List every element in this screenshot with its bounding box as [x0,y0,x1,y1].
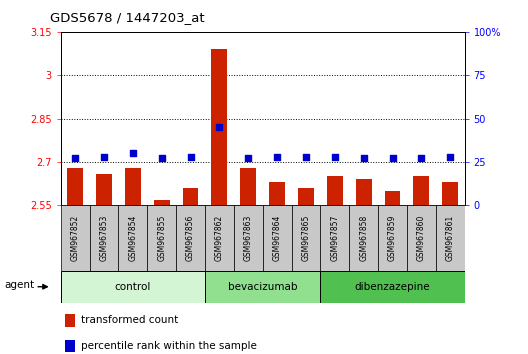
Text: GSM967854: GSM967854 [128,215,137,261]
Text: transformed count: transformed count [81,315,178,325]
Text: bevacizumab: bevacizumab [228,282,297,292]
Text: agent: agent [5,280,35,290]
Text: GSM967863: GSM967863 [244,215,253,261]
Bar [205,205,234,271]
Text: percentile rank within the sample: percentile rank within the sample [81,341,257,351]
Point [417,156,426,161]
Text: GSM967859: GSM967859 [388,215,397,261]
Point [360,156,368,161]
Point [129,150,137,156]
Point [215,125,224,130]
Text: GSM967861: GSM967861 [446,215,455,261]
Text: GSM967865: GSM967865 [301,215,310,261]
Text: GSM967855: GSM967855 [157,215,166,261]
Bar [61,271,205,303]
Point [301,154,310,160]
Bar [407,205,436,271]
Bar [413,176,429,205]
Bar [356,179,372,205]
Bar [147,205,176,271]
Bar [378,205,407,271]
Point [100,154,108,160]
Bar [327,176,343,205]
Bar [90,205,118,271]
Point [71,156,79,161]
Text: GSM967860: GSM967860 [417,215,426,261]
Bar [125,168,141,205]
Text: control: control [115,282,151,292]
Text: GSM967852: GSM967852 [71,215,80,261]
Bar [349,205,378,271]
Text: dibenzazepine: dibenzazepine [355,282,430,292]
Point [244,156,252,161]
Text: GSM967864: GSM967864 [272,215,281,261]
Point [186,154,195,160]
Bar [298,188,314,205]
Bar [320,205,349,271]
Bar [65,314,75,327]
Point [157,156,166,161]
Bar [96,173,112,205]
Bar [269,182,285,205]
Bar [154,200,169,205]
Bar [183,188,199,205]
Bar [61,205,90,271]
Bar [65,339,75,352]
Bar [240,168,256,205]
Bar [320,271,465,303]
Point [388,156,397,161]
Text: GSM967862: GSM967862 [215,215,224,261]
Point [273,154,281,160]
Text: GSM967853: GSM967853 [99,215,108,261]
Point [331,154,339,160]
Text: GSM967858: GSM967858 [359,215,368,261]
Bar [442,182,458,205]
Bar [234,205,263,271]
Bar [118,205,147,271]
Text: GSM967856: GSM967856 [186,215,195,261]
Point [446,154,455,160]
Bar [176,205,205,271]
Text: GSM967857: GSM967857 [331,215,340,261]
Bar [212,49,228,205]
Text: GDS5678 / 1447203_at: GDS5678 / 1447203_at [50,11,205,24]
Bar [262,205,291,271]
Bar [291,205,320,271]
Bar [384,191,400,205]
Bar [67,168,83,205]
Bar [436,205,465,271]
Bar [205,271,320,303]
